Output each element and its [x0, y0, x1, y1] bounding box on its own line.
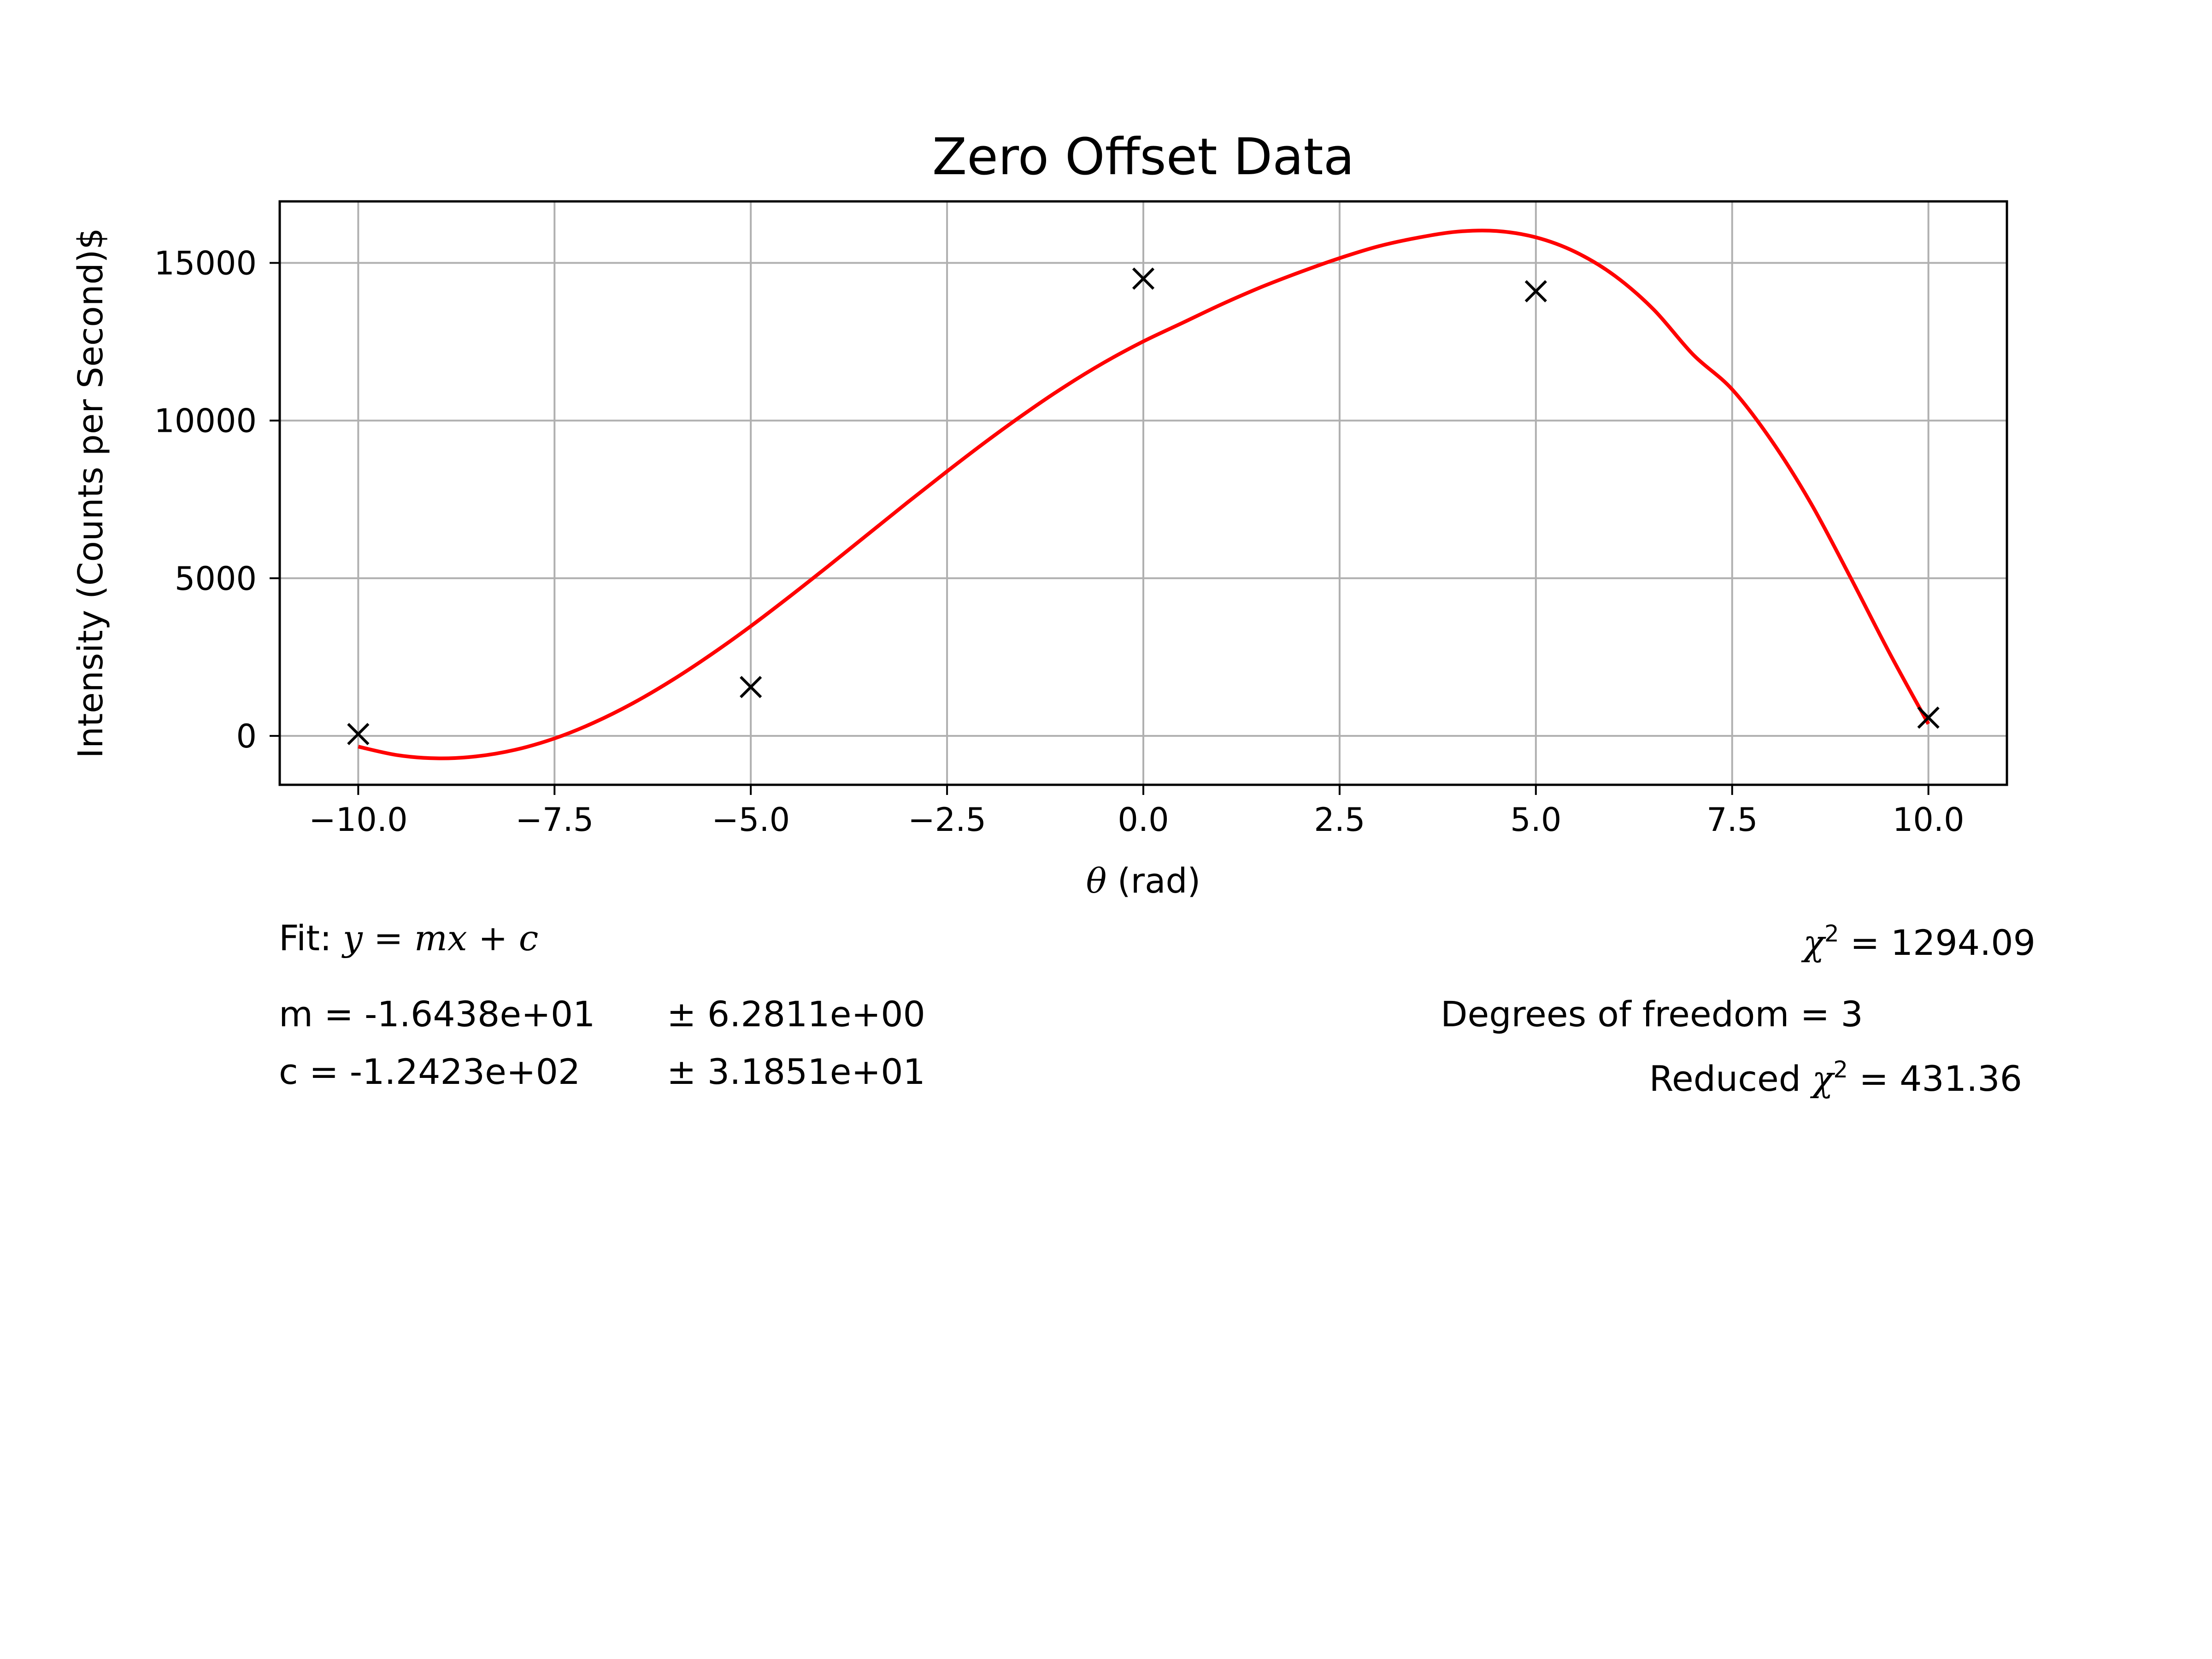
marker-stroke: [1917, 706, 1940, 729]
x-tick-label: 0.0: [1118, 801, 1169, 839]
x-tick-label: −7.5: [515, 801, 594, 839]
reduced-label: Reduced: [1649, 1058, 1801, 1099]
degrees-of-freedom: Degrees of freedom = 3: [1441, 994, 1863, 1035]
y-tick-label: 10000: [154, 402, 257, 440]
x-axis-label-unit: (rad): [1118, 861, 1200, 901]
x-axis-label-symbol: θ: [1086, 861, 1107, 901]
x-tick-label: −2.5: [908, 801, 986, 839]
data-point-marker: [347, 723, 370, 745]
marker-stroke: [740, 676, 762, 698]
x-tick-label: 7.5: [1706, 801, 1758, 839]
x-tick-label: −5.0: [712, 801, 790, 839]
y-tick-label: 5000: [175, 560, 257, 598]
reduced-chi-squared: Reduced χ2 = 431.36: [1649, 1056, 2022, 1099]
data-point-marker: [740, 676, 762, 698]
data-point-marker: [1132, 267, 1155, 290]
c-uncertainty: ± 3.1851e+01: [667, 1051, 925, 1092]
m-value: m = -1.6438e+01: [279, 994, 595, 1035]
data-point-marker: [1524, 280, 1547, 303]
fit-curve-layer: [358, 229, 1930, 760]
fit-equation: Fit: y = mx + c: [279, 918, 538, 959]
chi-superscript: 2: [1824, 920, 1839, 947]
y-tick-label: 0: [236, 718, 257, 755]
data-points-layer: [347, 267, 1940, 745]
y-axis-label: Intensity (Counts per Second)$: [71, 228, 111, 758]
m-uncertainty: ± 6.2811e+00: [667, 994, 925, 1035]
chi-squared-value: = 1294.09: [1850, 922, 2036, 963]
x-tick-label: −10.0: [309, 801, 408, 839]
fit-equation-formula: y = mx + c: [341, 918, 538, 959]
chi-symbol: χ: [1801, 922, 1826, 963]
x-tick-label: 2.5: [1314, 801, 1365, 839]
x-tick-label: 10.0: [1893, 801, 1965, 839]
x-tick-label: 5.0: [1510, 801, 1561, 839]
x-axis-label: θ (rad): [1086, 861, 1201, 901]
fit-label: Fit:: [279, 918, 332, 959]
reduced-chi-symbol: χ: [1810, 1058, 1835, 1099]
fit-curve: [358, 229, 1930, 760]
chi-squared: χ2 = 1294.09: [1801, 920, 2036, 963]
reduced-chi-value: = 431.36: [1859, 1058, 2022, 1099]
reduced-chi-superscript: 2: [1833, 1056, 1848, 1083]
axis-ticks: −10.0 −7.5 −5.0 −2.5 0.0 2.5 5.0 7.5 10.0 0 5000 10…: [154, 244, 1964, 839]
y-tick-label: 15000: [154, 244, 257, 282]
data-point-marker: [1917, 706, 1940, 729]
chart-title: Zero Offset Data: [932, 127, 1354, 186]
marker-stroke: [347, 723, 370, 745]
grid: [280, 201, 2007, 785]
marker-stroke: [1132, 267, 1155, 290]
c-value: c = -1.2423e+02: [279, 1051, 580, 1092]
marker-stroke: [1524, 280, 1547, 303]
